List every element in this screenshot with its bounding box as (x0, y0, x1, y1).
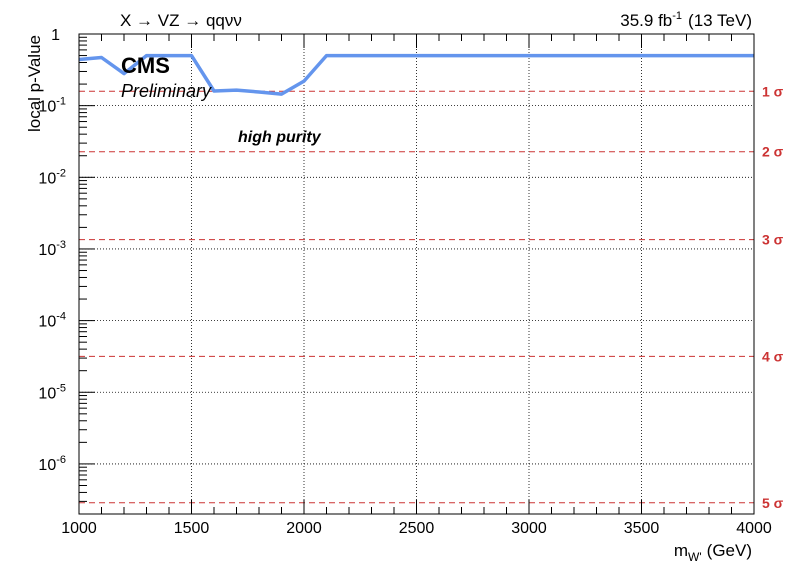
y-tick-base: 10 (38, 170, 56, 187)
chart-title: X → VZ → qqνν (120, 11, 242, 30)
y-tick-exponent: -2 (56, 167, 66, 179)
y-tick-label: 10-2 (38, 167, 66, 187)
series-layer (78, 53, 754, 96)
y-tick-base: 1 (51, 27, 60, 44)
sigma-label: 4 σ (762, 348, 784, 364)
y-tick-label: 10-3 (38, 239, 66, 259)
y-tick-label: 10-1 (38, 96, 66, 116)
y-axis: 110-110-210-310-410-510-6 (38, 27, 95, 515)
x-tick-label: 1000 (61, 520, 97, 537)
p-value-line (78, 53, 754, 96)
y-tick-label: 10-4 (38, 311, 66, 331)
x-tick-label: 2500 (399, 520, 435, 537)
x-axis: 1000 1500 2000 2500 3000 3500 4000 (61, 34, 772, 537)
x-tick-label: 3000 (511, 520, 547, 537)
x-tick-label: 4000 (736, 520, 772, 537)
cms-label: CMS (121, 53, 170, 78)
y-tick-exponent: -4 (56, 311, 66, 323)
y-tick-base: 10 (38, 314, 56, 331)
y-tick-base: 10 (38, 457, 56, 474)
sigma-label: 1 σ (762, 83, 784, 99)
y-axis-label: local p-Value (25, 35, 44, 132)
y-tick-exponent: -1 (56, 96, 66, 108)
category-label: high purity (238, 129, 322, 146)
x-tick-label: 2000 (286, 520, 322, 537)
y-tick-label: 10-6 (38, 454, 66, 474)
y-tick-base: 10 (38, 242, 56, 259)
sigma-label: 3 σ (762, 232, 784, 248)
sigma-lines: 1 σ 2 σ 3 σ 4 σ 5 σ (79, 83, 784, 511)
x-tick-label: 3500 (624, 520, 660, 537)
y-tick-exponent: -6 (56, 454, 66, 466)
x-axis-label: mW' (GeV) (674, 541, 752, 564)
y-tick-exponent: -5 (56, 382, 66, 394)
x-tick-label: 1500 (174, 520, 210, 537)
y-tick-label: 10-5 (38, 382, 66, 402)
y-tick-base: 10 (38, 99, 56, 116)
preliminary-label: Preliminary (121, 81, 212, 101)
y-tick-label: 1 (51, 27, 60, 44)
sigma-label: 5 σ (762, 495, 784, 511)
sigma-label: 2 σ (762, 144, 784, 160)
luminosity-label: 35.9 fb-1 (13 TeV) (620, 10, 752, 30)
y-tick-exponent: -3 (56, 239, 66, 251)
y-tick-base: 10 (38, 385, 56, 402)
